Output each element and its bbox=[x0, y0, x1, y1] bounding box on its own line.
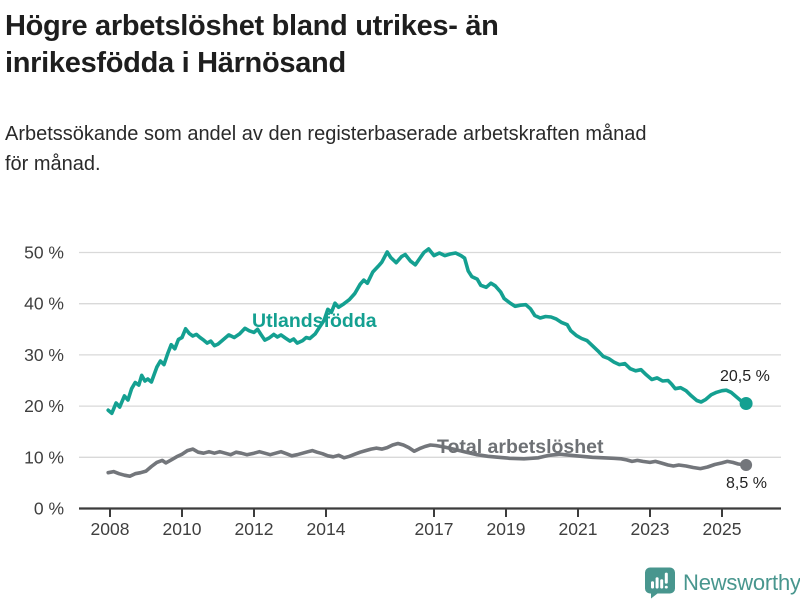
x-tick-label-2012: 2012 bbox=[235, 519, 274, 539]
newsworthy-logo-icon bbox=[645, 567, 675, 599]
y-tick-label-10: 10 % bbox=[24, 447, 64, 467]
y-tick-label-30: 30 % bbox=[24, 345, 64, 365]
chart-title: Högre arbetslöshet bland utrikes- än inri… bbox=[5, 8, 765, 82]
newsworthy-wordmark: Newsworthy bbox=[683, 569, 800, 595]
x-tick-label-2023: 2023 bbox=[631, 519, 670, 539]
chart-subtitle-line1: Arbetssökande som andel av den registerb… bbox=[5, 123, 647, 145]
series-label-total-arbetsloshet: Total arbetslöshet bbox=[437, 436, 604, 458]
y-axis-labels: 0 % 10 % 20 % 30 % 40 % 50 % bbox=[24, 243, 64, 519]
x-tick-label-2014: 2014 bbox=[307, 519, 346, 539]
footer-branding: Newsworthy bbox=[644, 566, 800, 599]
logo-bar-chart-glyph bbox=[651, 572, 668, 589]
x-tick-label-2021: 2021 bbox=[559, 519, 598, 539]
end-value-label-utlandsfodda: 20,5 % bbox=[720, 368, 770, 385]
data-series bbox=[106, 247, 753, 478]
x-tick-label-2010: 2010 bbox=[163, 519, 202, 539]
chart-title-line2: inrikesfödda i Härnösand bbox=[5, 47, 346, 79]
y-tick-label-0: 0 % bbox=[34, 499, 64, 519]
x-axis: 2008 2010 2012 2014 2017 2019 2021 2023 2025 bbox=[79, 507, 781, 539]
x-tick-label-2017: 2017 bbox=[415, 519, 454, 539]
gridlines bbox=[79, 251, 781, 458]
chart-title-line1: Högre arbetslöshet bland utrikes- än bbox=[5, 10, 499, 42]
y-tick-label-20: 20 % bbox=[24, 396, 64, 416]
series-label-utlandsfodda: Utlandsfödda bbox=[252, 310, 377, 332]
line-total-arbetsl-shet bbox=[106, 441, 748, 478]
y-tick-label-50: 50 % bbox=[24, 243, 64, 263]
x-tick-label-2025: 2025 bbox=[703, 519, 742, 539]
endpoint-dot-total-arbetsl-shet bbox=[740, 459, 753, 471]
y-tick-label-40: 40 % bbox=[24, 294, 64, 314]
chart-subtitle: Arbetssökande som andel av den registerb… bbox=[5, 119, 795, 179]
x-tick-label-2008: 2008 bbox=[91, 519, 130, 539]
end-value-label-total: 8,5 % bbox=[726, 475, 767, 492]
x-tick-label-2019: 2019 bbox=[487, 519, 526, 539]
chart-subtitle-line2: för månad. bbox=[5, 153, 101, 175]
endpoint-dot-utlandsf-dda bbox=[739, 397, 753, 410]
line-utlandsf-dda bbox=[106, 247, 748, 416]
